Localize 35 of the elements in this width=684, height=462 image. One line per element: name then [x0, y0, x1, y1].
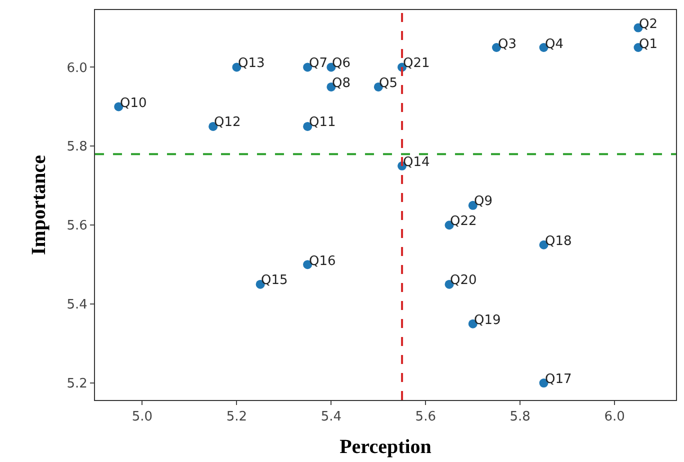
y-tick-label: 6.0: [66, 60, 88, 76]
y-tick-label: 5.8: [66, 140, 88, 155]
annotation: Q8: [332, 76, 351, 91]
annotation: Q18: [545, 234, 572, 249]
x-tick-label: 5.4: [320, 410, 342, 425]
annotation: Q7: [309, 56, 328, 71]
annotation: Q13: [238, 56, 265, 71]
annotation: Q22: [450, 214, 477, 229]
annotation: Q3: [498, 37, 517, 52]
annotation: Q5: [379, 76, 398, 91]
annotation: Q6: [332, 56, 351, 71]
y-tick-label: 5.4: [66, 298, 88, 313]
annotation: Q12: [214, 115, 241, 130]
annotation: Q2: [639, 17, 658, 32]
x-tick-label: 5.2: [226, 410, 248, 425]
annotation: Q17: [545, 372, 572, 387]
x-tick-label: 5.6: [415, 410, 436, 425]
annotation: Q19: [474, 313, 501, 328]
y-axis-title: Importance: [28, 154, 50, 255]
y-tick-label: 5.2: [66, 376, 88, 392]
annotation: Q20: [450, 273, 477, 288]
annotation: Q9: [474, 194, 493, 209]
x-tick-label: 5.0: [132, 410, 153, 425]
annotation: Q21: [403, 56, 430, 71]
annotation: Q10: [120, 96, 147, 111]
annotation: Q15: [261, 273, 288, 288]
annotation: Q14: [403, 155, 430, 170]
annotation: Q16: [309, 254, 336, 269]
y-tick-label: 5.6: [66, 218, 88, 234]
x-tick-label: 5.8: [510, 410, 530, 425]
x-axis-title: Perception: [340, 436, 432, 458]
annotation: Q4: [545, 37, 564, 52]
annotation: Q1: [639, 37, 658, 52]
x-tick-label: 6.0: [604, 410, 625, 425]
annotation: Q11: [309, 115, 336, 130]
